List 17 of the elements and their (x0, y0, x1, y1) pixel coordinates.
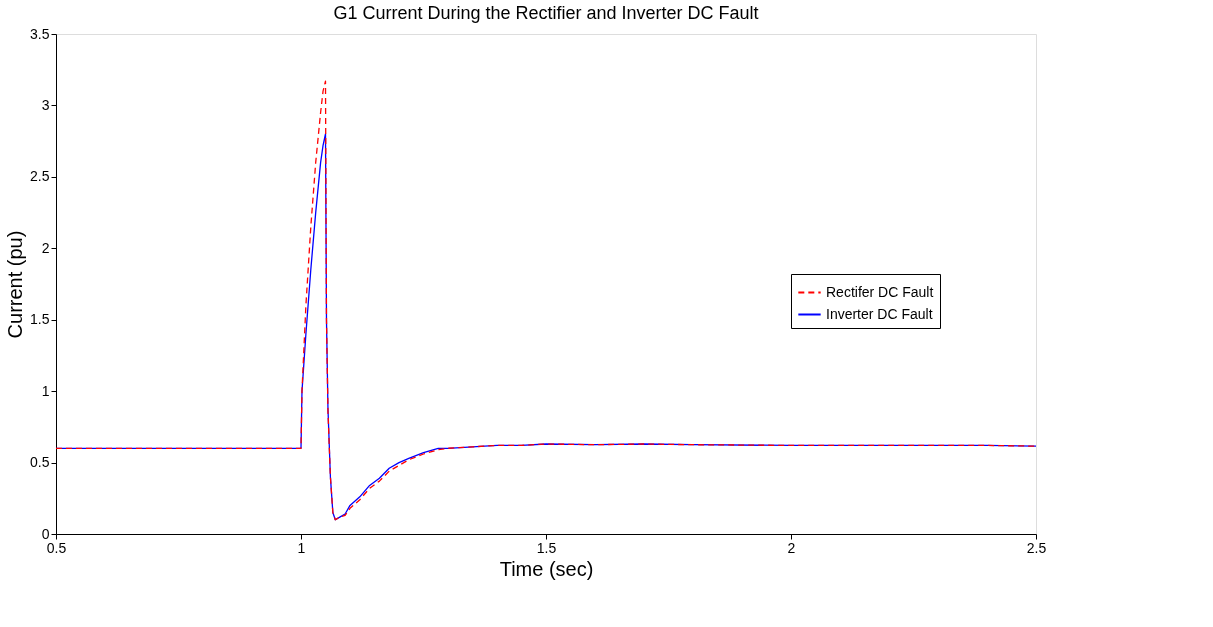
y-tick-label: 1 (41, 382, 50, 399)
y-tick-label: 0.5 (30, 454, 50, 471)
legend-label: Inverter DC Fault (826, 305, 933, 322)
y-tick-label: 3 (41, 96, 50, 113)
x-tick-label: 1 (297, 539, 306, 556)
x-axis-title: Time (sec) (499, 557, 594, 580)
y-tick-label: 1.5 (30, 311, 50, 328)
y-axis-title: Current (pu) (4, 230, 27, 339)
x-tick-label: 2 (787, 539, 796, 556)
y-tick-label: 2.5 (30, 168, 50, 185)
y-tick-label: 2 (41, 239, 50, 256)
x-tick-label: 2.5 (1026, 539, 1047, 556)
y-tick-label: 3.5 (30, 25, 50, 42)
y-tick-label: 0 (41, 525, 50, 542)
x-tick-label: 1.5 (536, 539, 557, 556)
chart-title: G1 Current During the Rectifier and Inverter DC Fault (333, 3, 759, 23)
legend-label: Rectifer DC Fault (826, 283, 934, 300)
